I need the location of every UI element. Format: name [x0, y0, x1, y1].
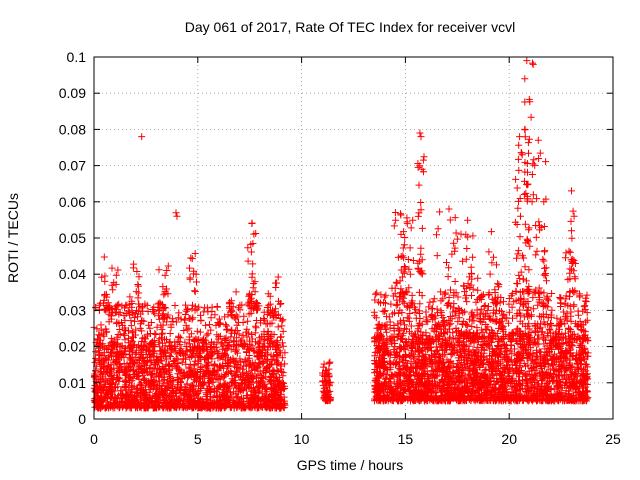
data-point: [529, 305, 537, 313]
data-point: [186, 264, 193, 272]
data-point: [166, 330, 174, 337]
data-point: [171, 302, 179, 309]
data-point: [244, 244, 252, 252]
data-point: [252, 230, 260, 237]
data-point: [155, 266, 163, 274]
data-point: [163, 267, 171, 274]
data-point: [193, 278, 200, 286]
data-point: [158, 357, 166, 365]
data-point: [206, 321, 213, 329]
data-point: [396, 344, 404, 352]
data-point: [98, 273, 106, 281]
data-point: [549, 377, 557, 385]
data-point: [208, 308, 216, 315]
data-point: [185, 314, 193, 322]
data-point: [161, 271, 169, 279]
data-point: [250, 230, 258, 238]
data-point: [274, 323, 282, 331]
data-point: [416, 300, 424, 308]
data-point: [484, 303, 492, 310]
data-point: [130, 260, 138, 268]
data-point: [152, 331, 160, 338]
data-point: [120, 330, 128, 338]
data-point: [276, 300, 284, 308]
data-point: [387, 359, 394, 367]
data-point: [222, 326, 230, 334]
data-point: [252, 324, 260, 332]
data-point: [146, 324, 154, 332]
data-point: [191, 287, 199, 295]
data-point: [387, 300, 395, 308]
data-point: [274, 273, 282, 281]
data-point: [583, 309, 591, 317]
data-point: [239, 319, 247, 326]
data-point: [273, 279, 281, 287]
data-point: [244, 317, 252, 325]
data-point: [223, 325, 231, 333]
data-point: [249, 284, 257, 292]
data-point: [183, 326, 191, 334]
data-point: [252, 322, 259, 330]
data-point: [92, 367, 100, 375]
data-point: [151, 330, 159, 338]
data-point: [164, 262, 172, 270]
data-point: [175, 338, 183, 346]
data-point: [114, 266, 122, 274]
data-point: [251, 278, 259, 286]
data-point: [248, 270, 256, 278]
data-point: [126, 293, 134, 301]
data-points: [90, 57, 592, 412]
data-point: [247, 248, 255, 256]
data-point: [428, 304, 436, 312]
data-point: [279, 372, 287, 380]
data-point: [108, 264, 116, 272]
data-point: [181, 316, 189, 324]
data-point: [203, 331, 211, 339]
data-point: [112, 271, 120, 279]
data-point: [213, 331, 221, 339]
data-point: [504, 319, 512, 327]
data-point: [197, 317, 205, 325]
data-point: [373, 289, 381, 297]
data-point: [463, 298, 471, 306]
data-point: [134, 281, 142, 288]
data-point: [251, 329, 259, 337]
data-point: [101, 277, 109, 285]
data-point: [412, 314, 420, 322]
data-point: [560, 308, 568, 316]
data-point: [202, 321, 210, 329]
data-point: [454, 293, 462, 301]
data-point: [200, 308, 208, 316]
data-point: [232, 288, 240, 296]
data-point: [213, 303, 221, 311]
data-point: [517, 311, 525, 319]
data-point: [426, 298, 434, 306]
data-point: [211, 311, 219, 319]
data-point: [186, 275, 194, 283]
data-point: [134, 294, 142, 302]
data-point: [207, 314, 215, 322]
data-point: [100, 253, 108, 261]
data-point: [278, 322, 286, 330]
data-point: [109, 286, 117, 294]
data-point: [245, 354, 253, 362]
data-point: [187, 254, 195, 262]
data-point: [325, 359, 333, 367]
